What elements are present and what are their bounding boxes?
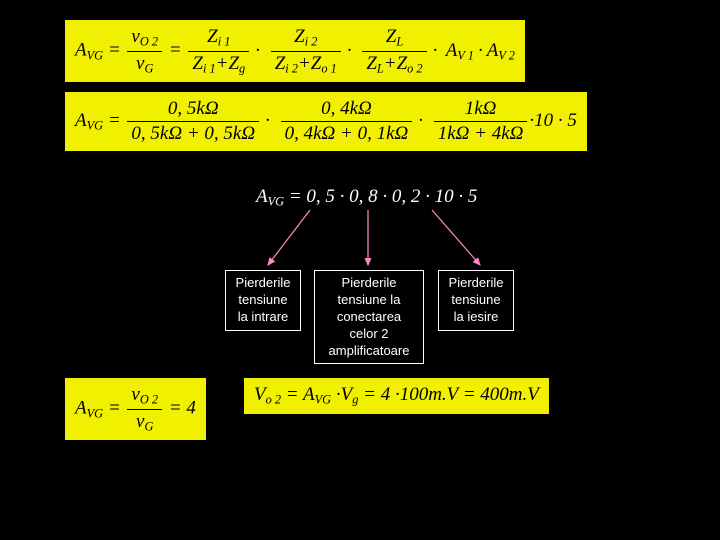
var-av1: AV 1 xyxy=(446,40,474,61)
tail-gain: ·10 · 5 xyxy=(529,110,577,131)
equation-4: AVG = vO 2 vG = 4 xyxy=(65,378,206,440)
frac-vo2-vg: vO 2 vG xyxy=(127,26,162,76)
frac-vo2-vg-2: vO 2 vG xyxy=(127,384,162,434)
label-loss-input: Pierderiletensiunela intrare xyxy=(225,270,301,331)
equation-2: AVG = 0, 5kΩ 0, 5kΩ + 0, 5kΩ · 0, 4kΩ 0,… xyxy=(65,92,587,151)
var-av2: AV 2 xyxy=(487,40,515,61)
var-avg: A xyxy=(75,40,87,61)
equation-3: AVG = 0, 5 · 0, 8 · 0, 2 · 10 · 5 xyxy=(256,186,477,210)
label-loss-connection: Pierderiletensiune laconectareacelor 2am… xyxy=(314,270,424,364)
frac-term3: ZL ZL+Zo 2 xyxy=(362,26,426,76)
equation-5: Vo 2 = AVG ·Vg = 4 ·100m.V = 400m.V xyxy=(244,378,549,414)
label-loss-output: Pierderiletensiunela iesire xyxy=(438,270,514,331)
equation-1: AVG = vO 2 vG = Zi 1 Zi 1+Zg · Zi 2 Zi 2… xyxy=(65,20,525,82)
arrow-3 xyxy=(432,210,480,265)
frac-term2: Zi 2 Zi 2+Zo 1 xyxy=(271,26,341,76)
arrow-1 xyxy=(268,210,310,265)
frac-numeric-2: 0, 4kΩ 0, 4kΩ + 0, 1kΩ xyxy=(281,98,413,145)
frac-numeric-3: 1kΩ 1kΩ + 4kΩ xyxy=(434,98,528,145)
frac-term1: Zi 1 Zi 1+Zg xyxy=(188,26,249,76)
frac-numeric-1: 0, 5kΩ 0, 5kΩ + 0, 5kΩ xyxy=(127,98,259,145)
